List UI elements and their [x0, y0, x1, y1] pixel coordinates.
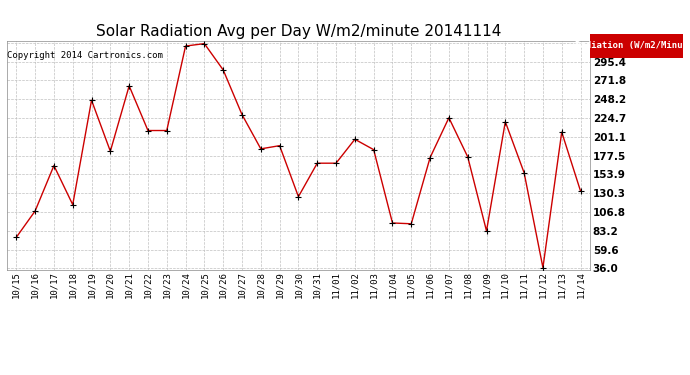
Title: Solar Radiation Avg per Day W/m2/minute 20141114: Solar Radiation Avg per Day W/m2/minute …: [96, 24, 501, 39]
Text: Radiation (W/m2/Minute): Radiation (W/m2/Minute): [575, 42, 690, 51]
Text: Copyright 2014 Cartronics.com: Copyright 2014 Cartronics.com: [7, 51, 163, 60]
